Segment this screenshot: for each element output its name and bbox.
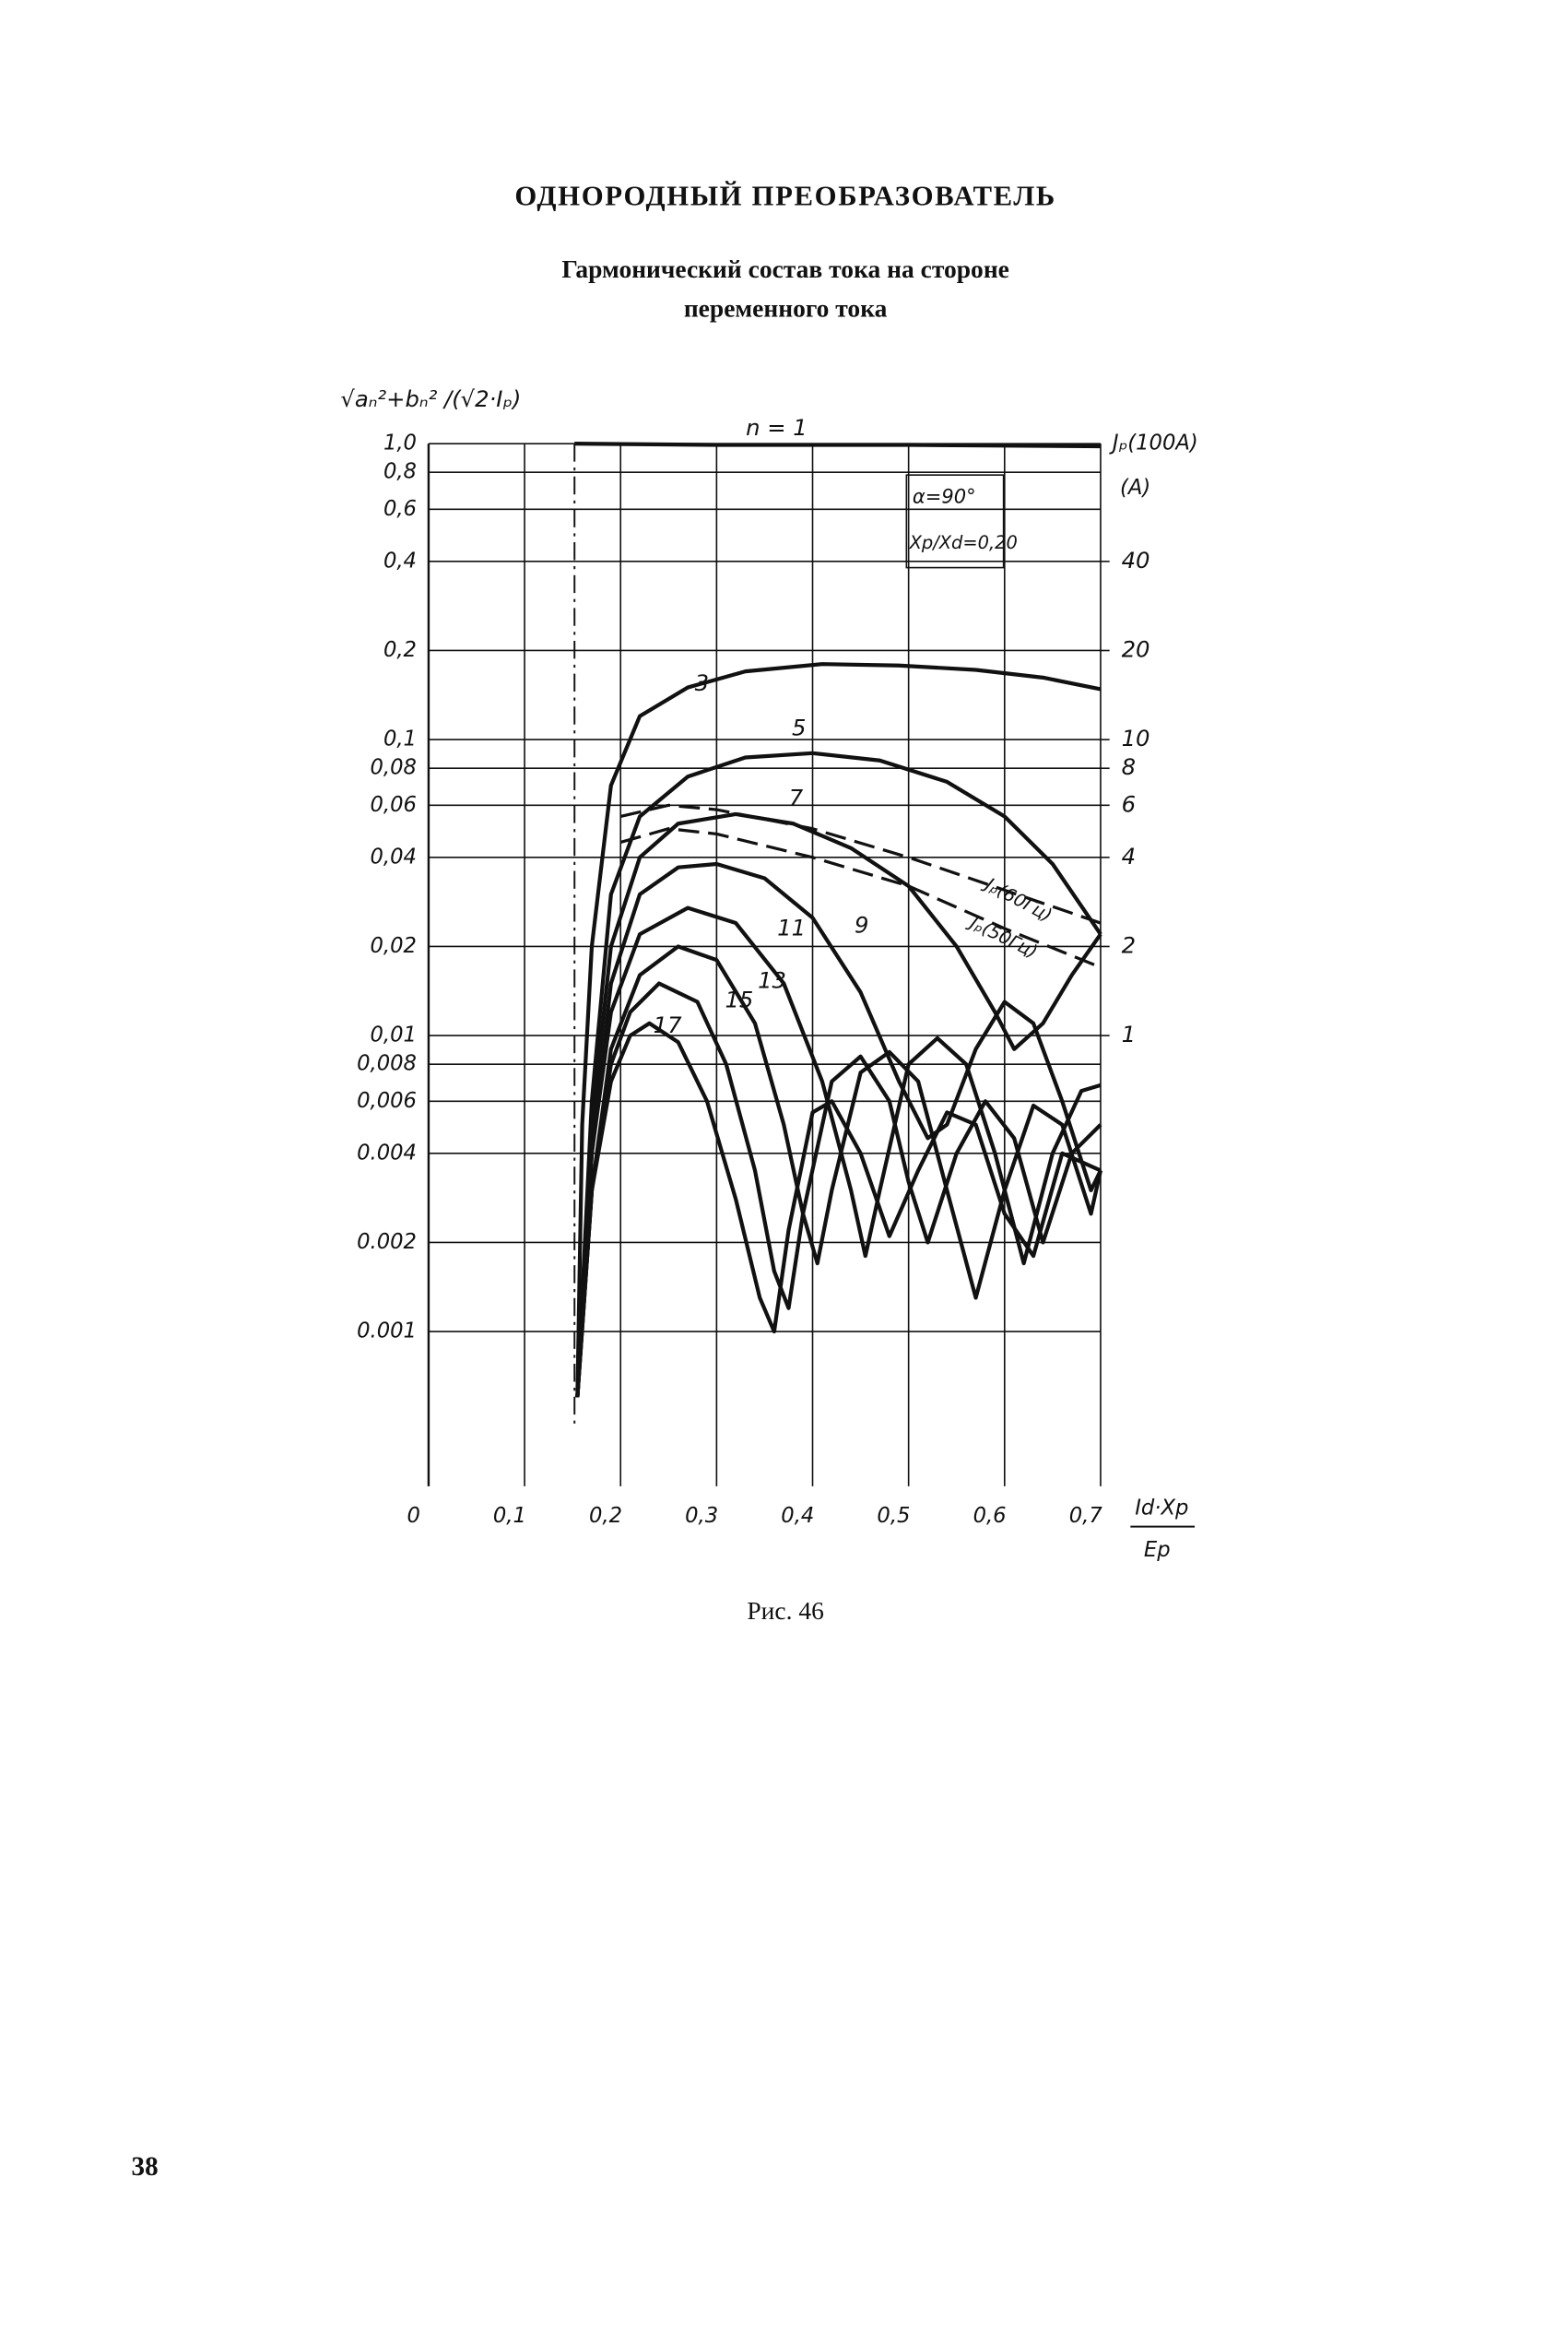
y-tick-label: 0,2 — [383, 638, 417, 662]
series-line — [575, 751, 1102, 1398]
annotation: Xp/Xd=0,20 — [909, 532, 1018, 553]
y-tick-label: 0,6 — [383, 497, 417, 521]
y2-axis-label: Jₚ(100A) — [1109, 432, 1198, 456]
y-tick-label: 0,1 — [383, 728, 417, 751]
annotation-box — [905, 474, 1005, 569]
y-axis-label: √aₙ²+bₙ² /(√2·Iₚ) — [340, 385, 521, 412]
series-line — [575, 1021, 1102, 1398]
series-line — [575, 861, 1102, 1398]
x-axis-label: Ep — [1144, 1538, 1171, 1562]
figure-caption: Рис. 46 — [747, 1596, 824, 1625]
series-line — [575, 905, 1102, 1398]
y-tick-label: 0,006 — [357, 1089, 417, 1113]
y2-tick-label: 10 — [1122, 725, 1150, 751]
subtitle-line: Гармонический состав тока на стороне — [561, 254, 1009, 283]
y-tick-label: 0.002 — [357, 1230, 417, 1254]
y-tick-label: 0,02 — [371, 934, 417, 958]
y-tick-label: 0,04 — [371, 845, 417, 869]
y2-tick-label: 8 — [1122, 753, 1136, 780]
x-tick-label: 0,4 — [781, 1504, 814, 1528]
annotation: α=90° — [913, 484, 976, 507]
page-title: ОДНОРОДНЫЙ ПРЕОБРАЗОВАТЕЛЬ — [514, 181, 1055, 212]
y-tick-label: 0,08 — [371, 756, 417, 780]
y2-tick-label: 2 — [1122, 931, 1136, 958]
y-tick-label: 0,01 — [371, 1024, 417, 1047]
y2-tick-label: 20 — [1122, 635, 1150, 662]
y2-tick-label: 1 — [1122, 1021, 1136, 1047]
x-tick-label: 0,2 — [589, 1504, 622, 1528]
y2-tick-label: 40 — [1122, 547, 1150, 574]
series-label: 17 — [654, 1012, 682, 1038]
subtitle-line: переменного тока — [684, 293, 888, 322]
x-axis-label: Id·Xp — [1135, 1497, 1188, 1520]
x-tick-label: 0,3 — [685, 1504, 718, 1528]
x-tick-label: 0,6 — [973, 1504, 1007, 1528]
series-label: 13 — [758, 966, 786, 993]
x-tick-label: 0,1 — [493, 1504, 526, 1528]
x-tick-label: 0 — [407, 1504, 420, 1528]
y2-tick-label: 4 — [1122, 843, 1136, 870]
y-tick-label: 0,008 — [357, 1052, 417, 1076]
y-tick-label: 0,4 — [383, 549, 417, 573]
y-tick-label: 0,8 — [383, 460, 417, 484]
series-label: 15 — [725, 986, 753, 1012]
x-tick-label: 0,7 — [1069, 1504, 1103, 1528]
series-label: Jₚ(50Гц) — [963, 910, 1041, 963]
series-label: n = 1 — [746, 414, 808, 441]
series-label: 9 — [855, 911, 868, 938]
y-tick-label: 1,0 — [383, 432, 417, 456]
series-line — [575, 944, 1102, 1398]
series-line — [574, 442, 1101, 449]
series-label: 7 — [789, 785, 804, 811]
series-line — [575, 811, 1102, 1398]
y-tick-label: 0,06 — [371, 793, 417, 817]
y-tick-label: 0.001 — [357, 1319, 417, 1343]
y2-tick-label: 6 — [1122, 790, 1136, 817]
series-line — [575, 662, 1102, 1398]
page-number: 38 — [132, 2152, 159, 2182]
series-label: 11 — [777, 915, 806, 941]
series-line — [619, 803, 1102, 925]
series-label: 5 — [792, 715, 806, 741]
series-line — [619, 827, 1102, 969]
y-tick-label: 0.004 — [357, 1141, 417, 1165]
series-line — [575, 981, 1102, 1398]
series-label: 3 — [695, 669, 709, 696]
x-tick-label: 0,5 — [877, 1504, 910, 1528]
y2-axis-label: (A) — [1120, 476, 1150, 500]
